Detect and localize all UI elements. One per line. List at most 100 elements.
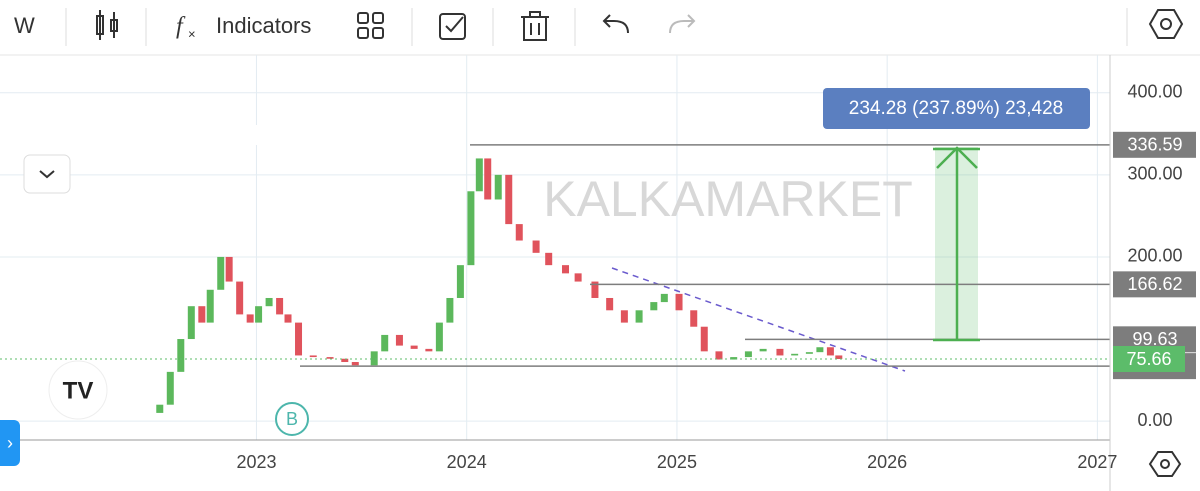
candle [309, 355, 317, 358]
candle [225, 256, 233, 282]
settings-icon[interactable] [1148, 9, 1184, 39]
candle [295, 322, 303, 356]
fx-icon-x: × [188, 26, 196, 41]
candle [246, 314, 254, 323]
candle [265, 297, 273, 307]
y-tick-label: 300.00 [1127, 164, 1182, 184]
candle [494, 174, 502, 200]
candle [759, 348, 767, 352]
plot [0, 144, 1110, 413]
checkbox-icon[interactable] [439, 13, 466, 40]
grid [0, 55, 1110, 440]
candle [826, 347, 834, 356]
measure-box [823, 88, 1090, 129]
measure-arrow [933, 146, 980, 342]
candle [675, 293, 683, 311]
candle [206, 289, 214, 323]
level-label: 99.63 [1132, 329, 1177, 349]
x-tick-label: 2024 [447, 452, 487, 472]
candle [816, 347, 824, 353]
candle [690, 310, 698, 327]
interval-button[interactable]: W [14, 13, 35, 38]
candle [805, 352, 813, 354]
candle [505, 174, 513, 225]
candle [744, 351, 752, 358]
candle [591, 281, 599, 298]
level-label-bg [1113, 131, 1196, 158]
candle [650, 302, 658, 311]
settings-icon-bottom[interactable] [1148, 451, 1182, 477]
candle [370, 351, 378, 366]
chart-type-icon[interactable] [96, 10, 118, 40]
layout-icon[interactable] [357, 12, 384, 39]
fx-icon[interactable]: f [176, 14, 186, 40]
measure-label: 234.28 (237.89%) 23,428 [849, 98, 1063, 119]
candle [484, 158, 492, 200]
watermark: KALKAMARKET [543, 171, 913, 227]
level-label: 166.62 [1127, 274, 1182, 294]
candle [635, 310, 643, 323]
badge: B [286, 409, 298, 429]
logo: TV [63, 377, 94, 404]
candle [467, 191, 475, 266]
collapse-button[interactable] [23, 154, 71, 194]
y-tick-label: 200.00 [1127, 246, 1182, 266]
trend-line [611, 267, 906, 372]
candle [700, 326, 708, 352]
side-tab[interactable]: › [0, 420, 20, 466]
last-price-bg [1113, 346, 1185, 373]
candle [177, 339, 185, 372]
redo-icon[interactable] [669, 14, 696, 34]
level-label: 336.59 [1127, 135, 1182, 155]
candle [276, 297, 284, 315]
candle [574, 273, 582, 282]
candle [284, 314, 292, 323]
candle [217, 256, 225, 290]
candle [456, 265, 464, 298]
candle [776, 348, 784, 356]
level-label-bg [1113, 271, 1196, 298]
candle [620, 310, 628, 323]
logo-badge [48, 360, 108, 420]
axes: 0.00 200.00 300.00 400.00 2023 2024 2025 2026 20… [236, 82, 1196, 472]
candle [606, 297, 614, 311]
candle [446, 297, 454, 323]
candle [545, 252, 553, 266]
undo-icon[interactable] [602, 14, 629, 34]
y-tick-label: 0.00 [1137, 410, 1172, 430]
candle [395, 334, 403, 346]
badge-circle [275, 402, 309, 436]
candle [351, 362, 359, 366]
candle [236, 281, 244, 315]
y-tick-label: 400.00 [1127, 82, 1182, 102]
candle [341, 358, 349, 363]
candle [715, 351, 723, 360]
legend-mask [0, 125, 290, 145]
candle [515, 224, 523, 241]
candle [166, 371, 174, 405]
candle [532, 240, 540, 253]
candle [198, 306, 206, 323]
candle [187, 306, 195, 340]
trash-icon[interactable] [521, 11, 549, 41]
chevron-icon [39, 170, 55, 179]
candle [835, 355, 843, 360]
candle [730, 357, 738, 360]
last-price-label: 75.66 [1126, 349, 1171, 369]
candle [410, 345, 418, 349]
x-tick-label: 2027 [1077, 452, 1117, 472]
candle [435, 322, 443, 352]
candle [660, 293, 668, 303]
x-tick-label: 2023 [236, 452, 276, 472]
candle [156, 404, 164, 413]
toolbar: W f × Indicators [14, 8, 1184, 46]
candle [791, 353, 799, 356]
candle [475, 158, 483, 192]
candle [425, 348, 433, 352]
x-tick-label: 2025 [657, 452, 697, 472]
candle [326, 357, 334, 359]
indicators-button[interactable]: Indicators [216, 13, 311, 38]
candle [562, 265, 570, 274]
